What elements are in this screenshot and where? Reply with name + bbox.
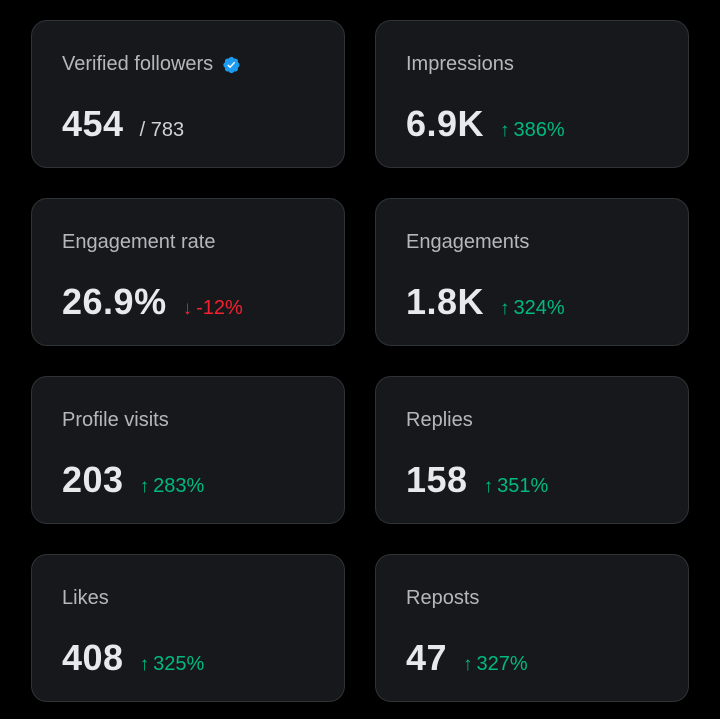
- change-percent: -12%: [196, 297, 243, 319]
- change-indicator: ↑ 351%: [484, 475, 549, 498]
- card-value-row: 1.8K ↑ 324%: [406, 281, 565, 323]
- arrow-up-icon: ↑: [483, 476, 494, 497]
- card-value-row: 408 ↑ 325%: [62, 637, 204, 679]
- change-indicator: ↑ 386%: [500, 119, 565, 142]
- change-indicator: ↑ 283%: [140, 475, 205, 498]
- card-label-text: Replies: [406, 409, 473, 431]
- card-label-text: Impressions: [406, 53, 514, 75]
- change-percent: 325%: [153, 653, 205, 675]
- change-indicator: ↓ -12%: [183, 297, 243, 320]
- card-label: Profile visits: [62, 409, 169, 432]
- change-percent: 324%: [513, 297, 565, 319]
- card-value: 1.8K: [406, 281, 485, 322]
- card-label-text: Likes: [62, 587, 109, 609]
- card-engagements[interactable]: Engagements 1.8K ↑ 324%: [375, 198, 689, 346]
- card-label-text: Engagements: [406, 231, 530, 253]
- arrow-up-icon: ↑: [500, 120, 510, 141]
- card-label: Engagement rate: [62, 231, 215, 254]
- card-reposts[interactable]: Reposts 47 ↑ 327%: [375, 554, 689, 702]
- arrow-down-icon: ↓: [182, 298, 193, 319]
- card-label: Replies: [406, 409, 473, 432]
- arrow-up-icon: ↑: [139, 654, 150, 675]
- card-label: Likes: [62, 587, 109, 610]
- card-value: 158: [406, 459, 468, 500]
- arrow-up-icon: ↑: [463, 654, 473, 675]
- card-label-text: Reposts: [406, 587, 480, 609]
- card-replies[interactable]: Replies 158 ↑ 351%: [375, 376, 689, 524]
- card-value: 47: [406, 637, 448, 678]
- card-label: Impressions: [406, 53, 514, 76]
- change-percent: 351%: [497, 475, 549, 497]
- card-value: 26.9%: [62, 281, 167, 322]
- analytics-grid: Verified followers 454 / 783 Impressions…: [31, 20, 689, 702]
- card-impressions[interactable]: Impressions 6.9K ↑ 386%: [375, 20, 689, 168]
- card-likes[interactable]: Likes 408 ↑ 325%: [31, 554, 345, 702]
- card-label: Verified followers: [62, 53, 241, 76]
- card-profile-visits[interactable]: Profile visits 203 ↑ 283%: [31, 376, 345, 524]
- card-verified-followers[interactable]: Verified followers 454 / 783: [31, 20, 345, 168]
- change-indicator: ↑ 324%: [500, 297, 565, 320]
- card-value: 6.9K: [406, 103, 485, 144]
- change-percent: 327%: [476, 653, 528, 675]
- card-value-row: 158 ↑ 351%: [406, 459, 548, 501]
- card-label-text: Verified followers: [62, 53, 214, 75]
- arrow-up-icon: ↑: [500, 298, 510, 319]
- change-indicator: ↑ 327%: [463, 653, 528, 676]
- card-total: / 783: [139, 119, 185, 141]
- card-label: Engagements: [406, 231, 529, 254]
- card-label-text: Engagement rate: [62, 231, 216, 253]
- card-value-row: 454 / 783: [62, 103, 184, 145]
- change-indicator: ↑ 325%: [140, 653, 205, 676]
- arrow-up-icon: ↑: [139, 476, 150, 497]
- card-value-row: 47 ↑ 327%: [406, 637, 528, 679]
- card-label: Reposts: [406, 587, 479, 610]
- card-value-row: 26.9% ↓ -12%: [62, 281, 243, 323]
- card-engagement-rate[interactable]: Engagement rate 26.9% ↓ -12%: [31, 198, 345, 346]
- card-label-text: Profile visits: [62, 409, 169, 431]
- card-value: 454: [62, 103, 124, 144]
- verified-badge-icon: [221, 55, 241, 75]
- change-percent: 386%: [513, 119, 565, 141]
- change-percent: 283%: [153, 475, 205, 497]
- card-value: 203: [62, 459, 124, 500]
- card-value: 408: [62, 637, 124, 678]
- card-value-row: 6.9K ↑ 386%: [406, 103, 565, 145]
- card-value-row: 203 ↑ 283%: [62, 459, 204, 501]
